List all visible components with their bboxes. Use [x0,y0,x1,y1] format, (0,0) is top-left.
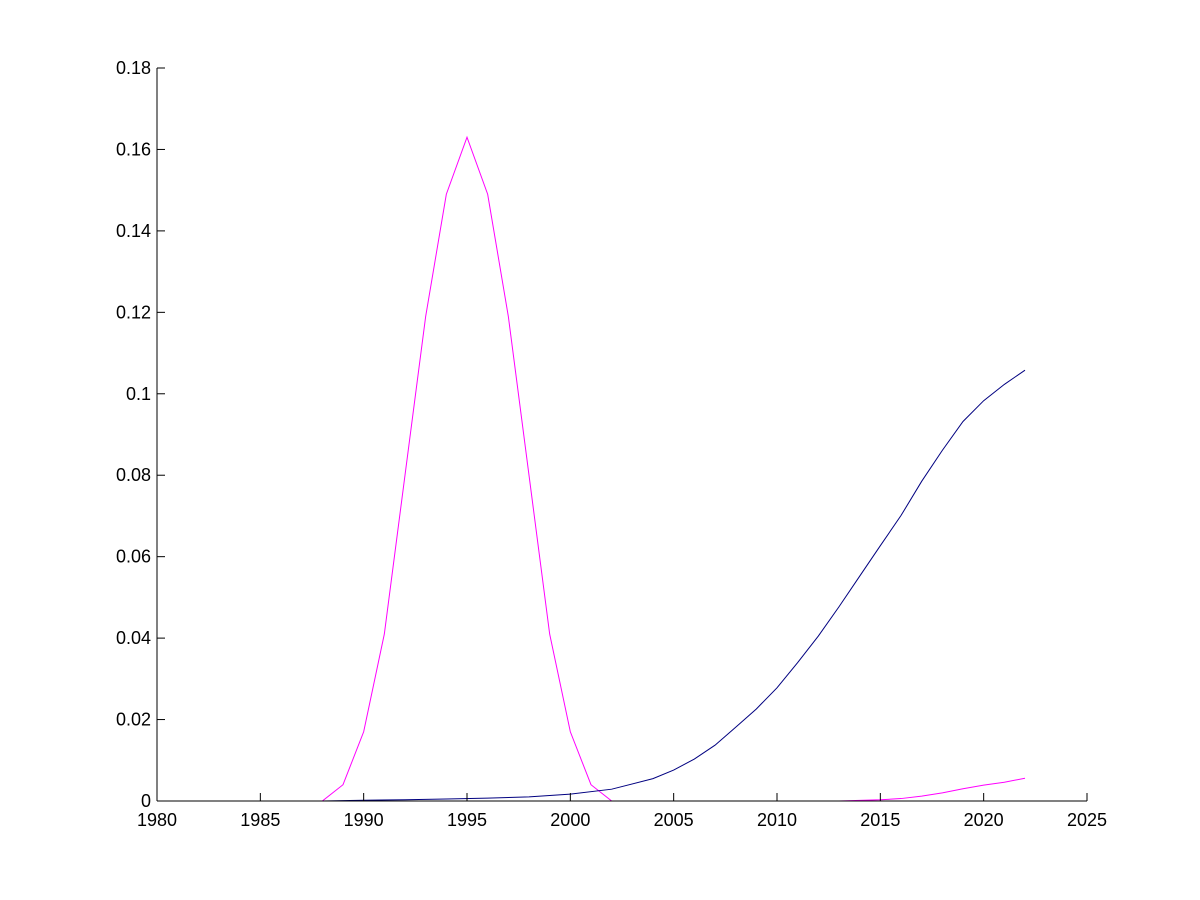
x-tick-label: 2010 [757,810,797,830]
series-line-2 [611,777,1026,802]
y-tick-label: 0.14 [116,221,151,241]
x-tick-label: 2000 [550,810,590,830]
y-tick-label: 0 [141,791,151,811]
y-tick-label: 0.12 [116,302,151,322]
series-line-1 [157,135,612,802]
x-tick-label: 2020 [964,810,1004,830]
x-tick-label: 2015 [860,810,900,830]
x-tick-label: 1995 [447,810,487,830]
series-layer [157,135,1026,802]
y-tick-label: 0.04 [116,628,151,648]
y-tick-label: 0.02 [116,710,151,730]
x-tick-label: 2025 [1067,810,1107,830]
y-tick-label: 0.18 [116,58,151,78]
x-tick-label: 1980 [137,810,177,830]
y-tick-label: 0.1 [126,384,151,404]
y-tick-label: 0.06 [116,547,151,567]
x-tick-label: 1985 [240,810,280,830]
series-line-3 [157,369,1026,802]
y-tick-label: 0.16 [116,139,151,159]
x-tick-label: 2005 [654,810,694,830]
x-tick-label: 1990 [344,810,384,830]
axes-layer: 1980 1985 1990 1995 2000 2005 2010 2015 2020 2025… [116,58,1107,830]
y-tick-label: 0.08 [116,465,151,485]
